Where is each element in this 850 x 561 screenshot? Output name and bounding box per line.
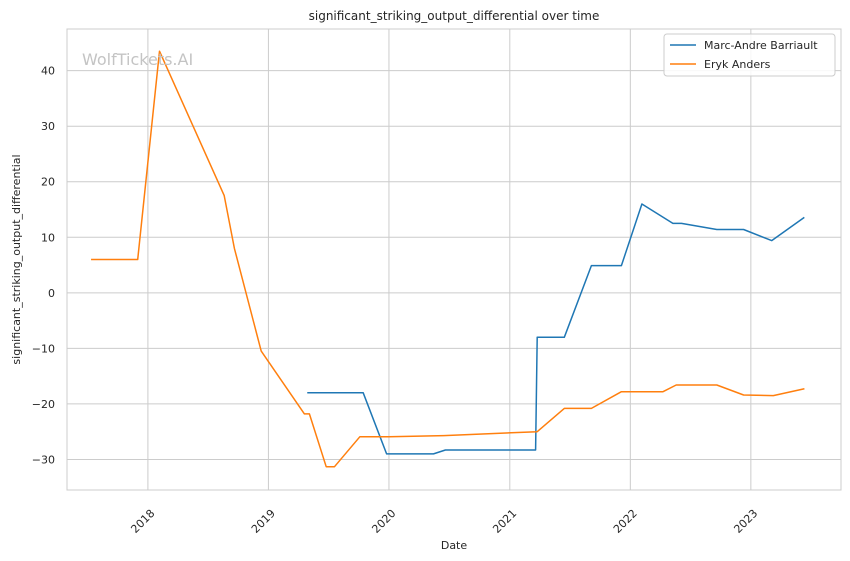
plot-frame [66,28,842,491]
y-tick-label: 10 [41,231,55,244]
series-line [307,203,805,455]
y-tick-label: 0 [48,287,55,300]
series-line [91,50,805,468]
plot-area [67,29,841,490]
watermark: WolfTickets.AI [82,50,193,69]
legend-box [663,33,836,77]
y-tick-label: 30 [41,120,55,133]
legend: Marc-Andre Barriault Eryk Anders [663,33,836,77]
y-tick-label: 20 [41,176,55,189]
y-axis-label: significant_striking_output_differential [10,154,23,364]
chart-title: significant_striking_output_differential… [309,9,600,23]
y-tick-label: −30 [32,453,55,466]
gridlines [67,29,841,490]
legend-label: Marc-Andre Barriault [704,39,818,52]
y-tick-label: −20 [32,398,55,411]
y-tick-label: −10 [32,342,55,355]
legend-label: Eryk Anders [704,58,771,71]
series-lines [91,50,805,468]
y-tick-label: 40 [41,65,55,78]
x-axis-label: Date [441,539,468,552]
